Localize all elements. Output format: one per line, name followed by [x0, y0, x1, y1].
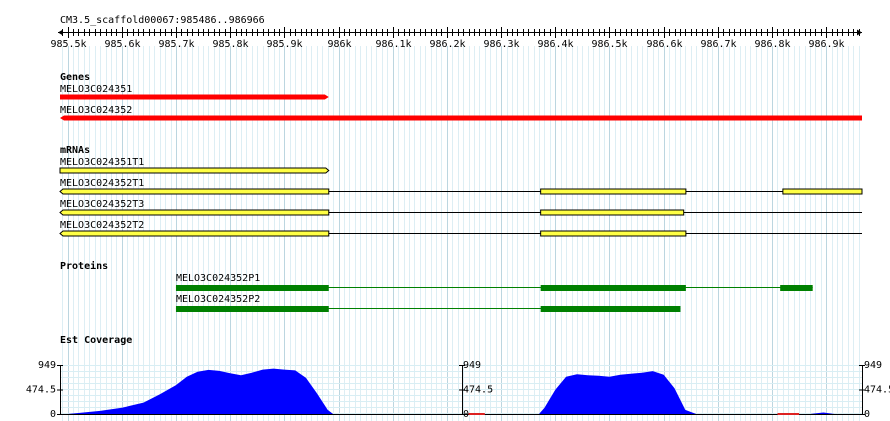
coverage-y-label: 0 — [50, 409, 56, 420]
mrna-exon[interactable] — [540, 230, 687, 237]
ruler-tick-label: 985.9k — [266, 39, 302, 50]
mrna-label: MELO3C024352T3 — [60, 199, 144, 210]
coverage-y-label: 0 — [864, 409, 870, 420]
mrna-exon[interactable] — [59, 209, 330, 216]
ruler-tick-label: 986.2k — [429, 39, 465, 50]
coverage-y-label: 949 — [38, 360, 56, 371]
proteins-track: MELO3C024352P1 MELO3C024352P2 — [175, 273, 813, 312]
protein-exon[interactable] — [540, 285, 686, 291]
coverage-area[interactable] — [67, 368, 835, 414]
coverage-y-label: 474.5 — [864, 385, 890, 396]
protein-exon[interactable] — [175, 306, 329, 312]
coverage-y-label: 474.5 — [26, 385, 56, 396]
ruler-tick-label: 986.4k — [537, 39, 573, 50]
ruler-tick-label: 986.9k — [808, 39, 844, 50]
region-title: CM3.5_scaffold00067:985486..986966 — [60, 15, 265, 26]
ruler-tick-label: 986.7k — [700, 39, 736, 50]
ruler-tick-label: 985.6k — [104, 39, 140, 50]
ruler-tick-label: 986.8k — [754, 39, 790, 50]
protein-label: MELO3C024352P1 — [176, 273, 260, 284]
genes-track-label: Genes — [60, 72, 90, 83]
mrna-exon[interactable] — [59, 188, 330, 195]
ruler-tick-label: 985.7k — [158, 39, 194, 50]
gene-feature[interactable] — [60, 115, 862, 121]
protein-label: MELO3C024352P2 — [176, 294, 260, 305]
protein-exon[interactable] — [780, 285, 813, 291]
coordinate-ruler[interactable]: 985.5k 985.6k 985.7k 985.8k 985.9k 986k 986.1k… — [50, 27, 862, 50]
mrna-exon[interactable] — [59, 230, 330, 237]
genes-track: MELO3C024351 MELO3C024352 — [60, 84, 862, 121]
ruler-tick-label: 986.6k — [646, 39, 682, 50]
gene-label: MELO3C024351 — [60, 84, 132, 95]
proteins-track-label: Proteins — [60, 260, 108, 272]
ruler-tick-label: 986k — [327, 39, 351, 50]
mrnas-track-label: mRNAs — [60, 145, 90, 156]
coverage-low-segment — [468, 413, 485, 415]
coverage-y-label: 949 — [864, 360, 882, 371]
ruler-tick-label: 985.8k — [212, 39, 248, 50]
mrna-exon[interactable] — [540, 209, 685, 216]
coverage-low-segment — [777, 413, 800, 415]
ruler-left-arrow[interactable] — [58, 29, 63, 36]
ruler-tick-label: 986.5k — [591, 39, 627, 50]
est-coverage-track-label: Est Coverage — [60, 335, 132, 346]
coverage-y-label: 474.5 — [463, 385, 493, 396]
gene-feature[interactable] — [60, 94, 329, 100]
mrna-exon[interactable] — [540, 188, 687, 195]
mrnas-track: MELO3C024351T1 MELO3C024352T1 MELO3C024352… — [59, 157, 863, 237]
mrna-label: MELO3C024352T2 — [60, 220, 144, 231]
coverage-y-label: 949 — [463, 360, 481, 371]
mrna-exon[interactable] — [782, 188, 863, 195]
ruler-tick-label: 985.5k — [50, 39, 86, 50]
mrna-label: MELO3C024351T1 — [60, 157, 144, 168]
protein-exon[interactable] — [540, 306, 681, 312]
ruler-tick-label: 986.3k — [483, 39, 519, 50]
gene-label: MELO3C024352 — [60, 105, 132, 116]
mrna-label: MELO3C024352T1 — [60, 178, 144, 189]
ruler-tick-label: 986.1k — [375, 39, 411, 50]
protein-exon[interactable] — [175, 285, 329, 291]
mrna-exon[interactable] — [59, 167, 330, 174]
